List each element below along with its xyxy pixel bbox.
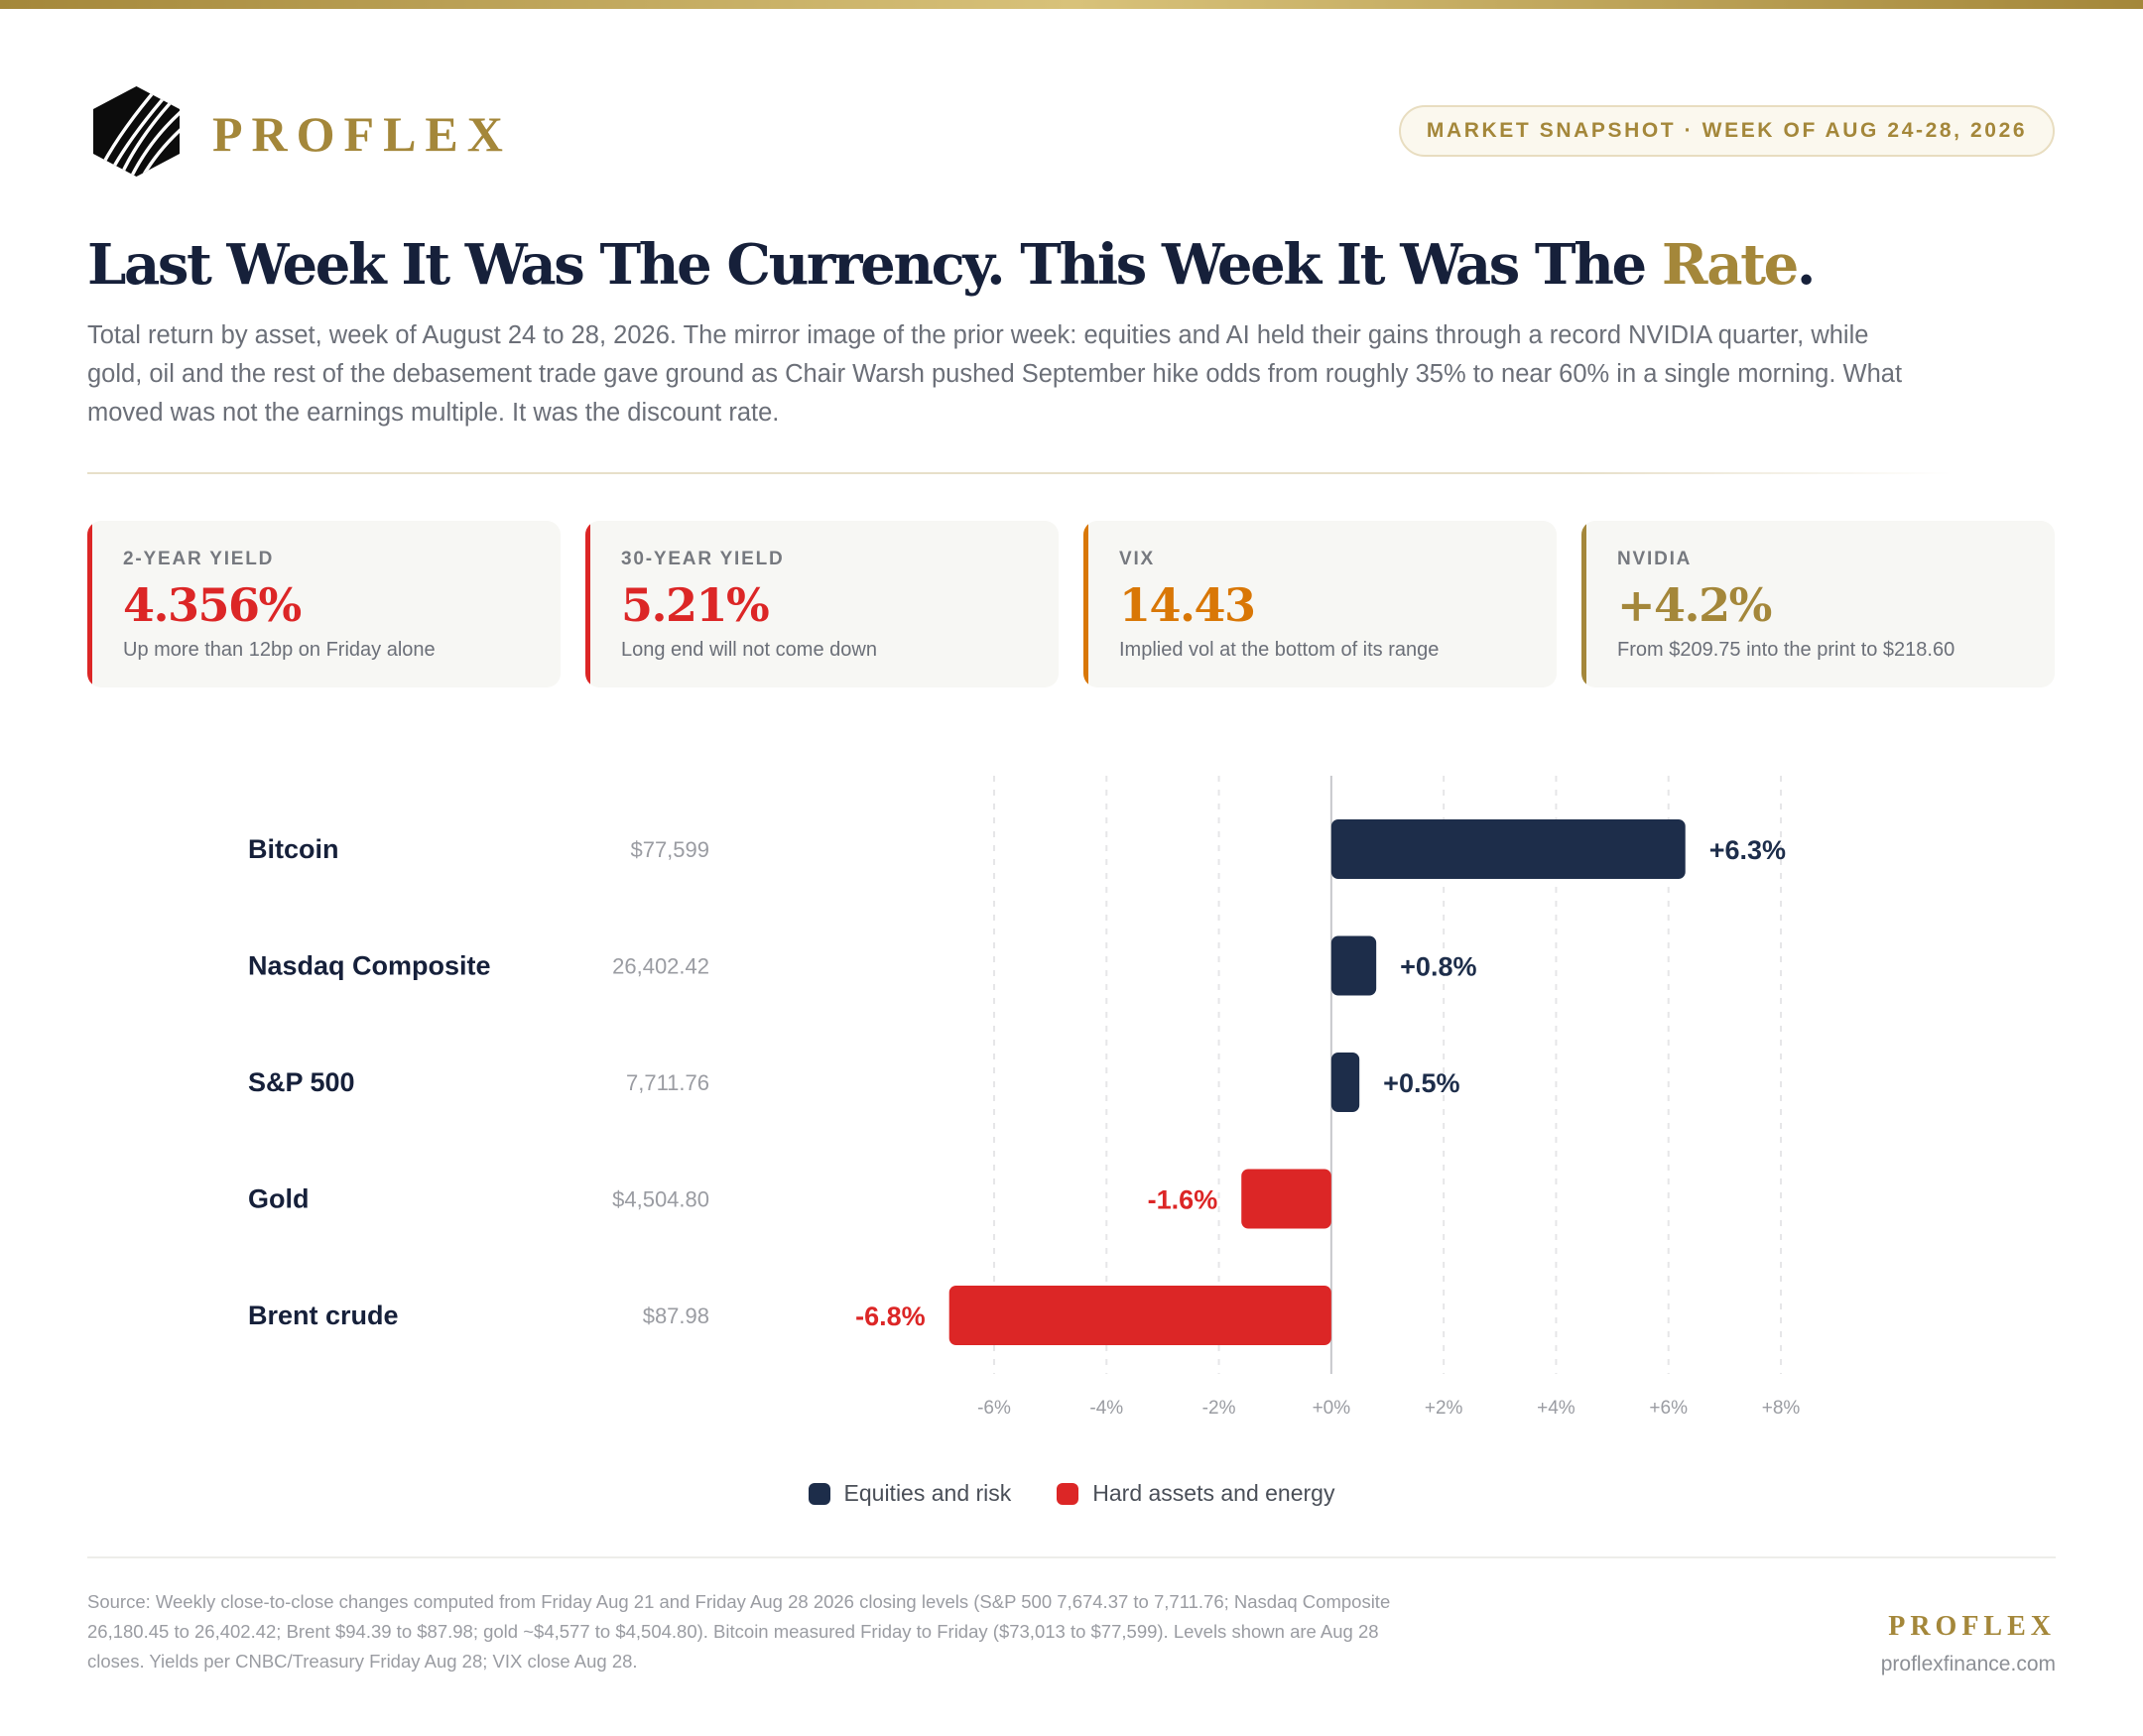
x-tick-label: -2% [1202, 1398, 1236, 1419]
card-note: Long end will not come down [621, 639, 877, 661]
card-note: Implied vol at the bottom of its range [1119, 639, 1440, 661]
bar [1241, 1169, 1331, 1229]
x-tick-label: -4% [1089, 1398, 1123, 1419]
header-divider [87, 472, 1953, 474]
value-label: +0.5% [1383, 1068, 1459, 1098]
level-label: $87.98 [643, 1303, 709, 1328]
metric-card-2y-yield: 2-YEAR YIELD 4.356% Up more than 12bp on… [87, 521, 561, 687]
card-value: 4.356% [123, 578, 302, 632]
x-tick-label: +4% [1537, 1398, 1576, 1419]
hexagon-stripes-logo-icon [93, 86, 180, 177]
category-label: Gold [248, 1184, 310, 1214]
level-label: 7,711.76 [626, 1070, 709, 1095]
x-tick-label: -6% [977, 1398, 1011, 1419]
value-label: +6.3% [1709, 835, 1786, 865]
market-snapshot-badge: MARKET SNAPSHOT · WEEK OF AUG 24-28, 202… [1399, 105, 2055, 157]
bar [1330, 935, 1377, 996]
card-label: VIX [1119, 549, 1156, 569]
card-value: 5.21% [621, 578, 770, 632]
category-label: Bitcoin [248, 834, 339, 864]
headline-end: . [1796, 232, 1817, 298]
card-value: +4.2% [1617, 578, 1772, 632]
card-label: 30-YEAR YIELD [621, 549, 785, 569]
legend-swatch-equities [808, 1482, 830, 1505]
card-note: Up more than 12bp on Friday alone [123, 639, 436, 661]
metric-card-nvidia: NVIDIA +4.2% From $209.75 into the print… [1581, 521, 2055, 687]
top-accent-bar [0, 0, 2143, 9]
footer-divider [87, 1556, 2056, 1558]
card-accent-bar [87, 521, 92, 687]
category-label: Brent crude [248, 1301, 399, 1330]
category-label: S&P 500 [248, 1067, 355, 1097]
card-note: From $209.75 into the print to $218.60 [1617, 639, 1955, 661]
legend-label-equities: Equities and risk [843, 1480, 1012, 1506]
x-tick-label: +2% [1425, 1398, 1463, 1419]
bar [1330, 819, 1686, 879]
bar [1330, 1053, 1360, 1112]
page-subtitle: Total return by asset, week of August 24… [87, 321, 1903, 427]
legend-item-equities: Equities and risk [808, 1480, 1012, 1507]
x-tick-label: +0% [1313, 1398, 1351, 1419]
page-headline: Last Week It Was The Currency. This Week… [87, 230, 1817, 300]
metric-card-vix: VIX 14.43 Implied vol at the bottom of i… [1083, 521, 1557, 687]
card-accent-bar [585, 521, 590, 687]
card-accent-bar [1083, 521, 1088, 687]
card-label: 2-YEAR YIELD [123, 549, 275, 569]
headline-accent: Rate [1661, 232, 1799, 298]
value-label: -6.8% [855, 1302, 926, 1331]
legend-swatch-hard-assets [1057, 1482, 1079, 1505]
value-label: -1.6% [1148, 1185, 1218, 1215]
footer-url[interactable]: proflexfinance.com [1880, 1653, 2056, 1675]
bar [948, 1286, 1331, 1345]
value-label: +0.8% [1400, 952, 1476, 982]
source-note: Source: Weekly close-to-close changes co… [87, 1591, 1391, 1672]
x-tick-label: +6% [1649, 1398, 1688, 1419]
level-label: $4,504.80 [612, 1187, 709, 1212]
card-accent-bar [1581, 521, 1586, 687]
brand-wordmark: PROFLEX [212, 106, 512, 162]
legend-item-hard-assets: Hard assets and energy [1057, 1480, 1334, 1507]
headline-main: Last Week It Was The Currency. This Week… [87, 232, 1662, 298]
level-label: $77,599 [630, 837, 709, 862]
card-label: NVIDIA [1617, 549, 1693, 569]
category-label: Nasdaq Composite [248, 951, 491, 981]
legend-label-hard-assets: Hard assets and energy [1092, 1480, 1335, 1506]
card-value: 14.43 [1119, 578, 1256, 632]
x-tick-label: +8% [1762, 1398, 1801, 1419]
weekly-return-bar-chart: -6% -4% -2% +0% +2% +4% +6% +8% Bitcoin $77,599 +6… [248, 776, 1801, 1419]
level-label: 26,402.42 [612, 954, 709, 979]
chart-legend: Equities and risk Hard assets and energy [0, 1480, 2143, 1507]
footer-brand: PROFLEX [1888, 1611, 2056, 1642]
metric-card-30y-yield: 30-YEAR YIELD 5.21% Long end will not co… [585, 521, 1059, 687]
